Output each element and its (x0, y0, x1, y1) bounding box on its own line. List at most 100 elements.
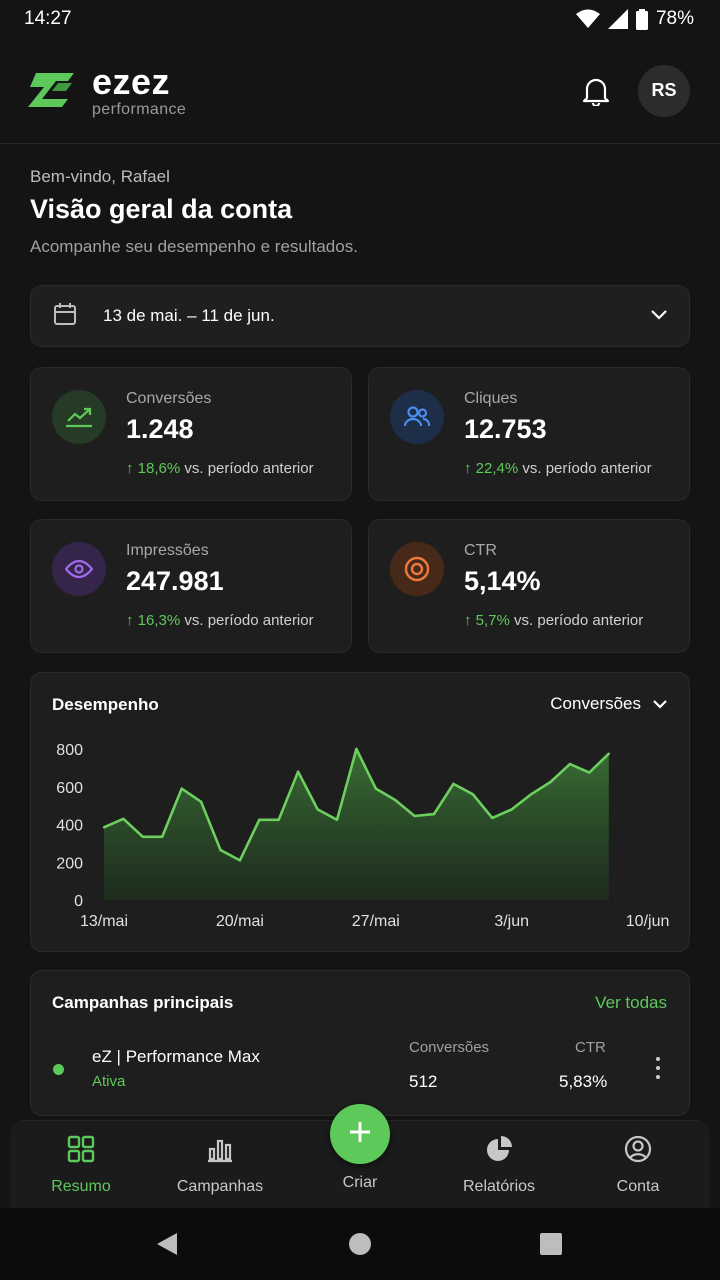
more-options-icon[interactable] (655, 1057, 661, 1079)
x-tick-label: 13/mai (80, 913, 128, 930)
metric-card-clicks[interactable]: Cliques 12.753 ↑ 22,4% vs. período anter… (368, 367, 690, 501)
nav-label: Campanhas (176, 1178, 264, 1195)
status-dot (53, 1064, 64, 1075)
top-campaigns-card: Campanhas principais Ver todas eZ | Perf… (30, 970, 690, 1116)
chevron-down-icon (651, 307, 667, 325)
metric-change-percent: ↑ 5,7% (464, 612, 510, 629)
page-subtitle: Acompanhe seu desempenho e resultados. (30, 237, 358, 256)
nav-label: Conta (616, 1178, 660, 1195)
metric-change-percent: ↑ 18,6% (126, 460, 181, 477)
performance-chart: 800 600 400 200 0 13/mai 20/mai 27/mai 3/jun 10/… (56, 742, 670, 930)
wifi-icon (575, 9, 600, 29)
x-tick-label: 10/jun (626, 913, 670, 930)
bar-chart-icon (206, 1135, 234, 1168)
grid-icon (67, 1135, 95, 1168)
metric-change-percent: ↑ 16,3% (126, 612, 181, 629)
data-point (510, 808, 513, 811)
signal-icon (607, 9, 628, 29)
chevron-down-icon (653, 694, 667, 714)
chart-metric-label: Conversões (550, 694, 641, 713)
status-icons: 78% (575, 8, 694, 30)
calendar-icon (53, 302, 77, 331)
data-point (335, 818, 339, 821)
brand-logo[interactable]: ezez performance (28, 60, 186, 118)
data-point (452, 782, 455, 786)
data-point (219, 848, 222, 852)
metric-change: ↑ 16,3% vs. período anterior (126, 612, 314, 629)
view-all-link[interactable]: Ver todas (595, 993, 667, 1012)
campaign-status: Ativa (92, 1073, 126, 1090)
metric-change-suffix: vs. período anterior (518, 460, 652, 477)
metric-label: Conversões (126, 390, 212, 407)
campaign-conversions: 512 (409, 1072, 438, 1091)
recents-icon[interactable] (539, 1232, 563, 1261)
metric-change-suffix: vs. período anterior (509, 612, 644, 629)
create-label: Criar (342, 1174, 378, 1191)
data-point (374, 787, 377, 790)
home-icon[interactable] (348, 1232, 372, 1261)
page-title: Visão geral da conta (30, 194, 293, 224)
metric-change: ↑ 18,6% vs. período anterior (126, 460, 314, 477)
y-tick-label: 200 (56, 855, 83, 872)
data-point (102, 826, 106, 829)
create-button[interactable] (330, 1104, 390, 1164)
metric-value: 12.753 (464, 414, 547, 444)
nav-item-resumo[interactable]: Resumo (11, 1135, 151, 1196)
nav-item-campanhas[interactable]: Campanhas (150, 1135, 290, 1196)
metric-card-conversions[interactable]: Conversões 1.248 ↑ 18,6% vs. período ant… (30, 367, 352, 501)
data-point (161, 835, 164, 838)
target-icon (390, 542, 444, 596)
metric-change: ↑ 5,7% vs. período anterior (464, 612, 643, 629)
metric-change-percent: ↑ 22,4% (464, 460, 519, 477)
metric-change: ↑ 22,4% vs. período anterior (464, 460, 652, 477)
nav-label: Relatórios (462, 1178, 536, 1195)
data-point (141, 835, 145, 838)
data-point (413, 814, 416, 818)
campaigns-title: Campanhas principais (52, 993, 234, 1012)
data-point (258, 818, 261, 821)
chart-metric-select[interactable]: Conversões (550, 694, 667, 714)
user-circle-icon (624, 1135, 652, 1168)
brand-name: ezez (92, 60, 171, 102)
nav-item-relatorios[interactable]: Relatórios (429, 1135, 569, 1196)
metric-label: Cliques (464, 390, 518, 407)
metric-card-impressions[interactable]: Impressões 247.981 ↑ 16,3% vs. período a… (30, 519, 352, 653)
data-point (588, 771, 591, 774)
metric-value: 247.981 (126, 566, 224, 596)
status-bar: 14:27 78% (0, 0, 720, 38)
date-range-label: 13 de mai. – 11 de jun. (103, 306, 275, 325)
data-point (316, 808, 319, 811)
data-point (529, 793, 533, 796)
x-tick-label: 27/mai (352, 913, 400, 930)
ctr-header: CTR (575, 1039, 606, 1056)
user-avatar[interactable]: RS (638, 64, 690, 117)
metric-label: Impressões (126, 542, 209, 559)
data-point (491, 816, 494, 820)
data-point (432, 812, 436, 816)
campaign-name: eZ | Performance Max (92, 1047, 260, 1066)
metric-card-ctr[interactable]: CTR 5,14% ↑ 5,7% vs. período anterior (368, 519, 690, 653)
y-tick-label: 600 (56, 780, 83, 797)
data-point (607, 752, 610, 755)
trending-up-icon (52, 390, 106, 444)
system-navigation-bar (0, 1208, 720, 1280)
data-point (471, 793, 475, 796)
pie-chart-icon (485, 1135, 513, 1168)
plus-icon (348, 1120, 372, 1149)
data-point (355, 747, 358, 751)
back-icon[interactable] (155, 1232, 179, 1261)
metric-value: 1.248 (126, 414, 194, 444)
data-point (394, 798, 397, 802)
eye-icon (52, 542, 106, 596)
metric-change-suffix: vs. período anterior (180, 460, 314, 477)
notifications-bell-icon[interactable] (580, 75, 612, 107)
x-tick-label: 20/mai (216, 913, 264, 930)
users-icon (390, 390, 444, 444)
date-range-picker[interactable]: 13 de mai. – 11 de jun. (30, 285, 690, 347)
data-point (568, 762, 572, 766)
metric-label: CTR (464, 542, 497, 559)
conversions-header: Conversões (409, 1039, 490, 1056)
nav-label: Resumo (51, 1178, 111, 1195)
performance-chart-card: Desempenho Conversões 800 600 400 200 0 13/m… (30, 672, 690, 952)
nav-item-conta[interactable]: Conta (568, 1135, 708, 1196)
